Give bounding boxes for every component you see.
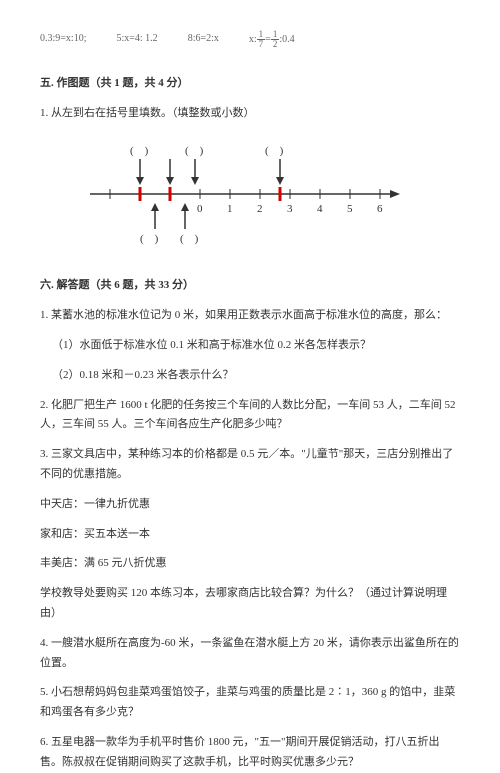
eq4: x:17=12:0.4 (249, 30, 295, 49)
svg-text:5: 5 (347, 203, 353, 215)
frac1: 17 (257, 30, 266, 49)
q3: 3. 三家文具店中，某种练习本的价格都是 0.5 元／本。"儿童节"那天，三店分… (40, 445, 460, 485)
section5-q1: 1. 从左到右在括号里填数。（填整数或小数） (40, 104, 460, 124)
eq1: 0.3:9=x:10; (40, 30, 86, 49)
eq3: 8:6=2:x (188, 30, 219, 49)
svg-text:6: 6 (377, 203, 383, 215)
numberline-diagram: ( ) ( ) ( ) 0 1 2 3 4 5 6 ( ) ( ) (70, 139, 460, 257)
q3b: 家和店：买五本送一本 (40, 525, 460, 545)
svg-text:4: 4 (317, 203, 323, 215)
q1-2: （2）0.18 米和－0.23 米各表示什么？ (52, 366, 460, 386)
section5-title: 五. 作图题（共 1 题，共 4 分） (40, 74, 460, 94)
frac1-d: 7 (257, 40, 266, 49)
q2: 2. 化肥厂把生产 1600 t 化肥的任务按三个车间的人数比分配，一车间 53… (40, 396, 460, 436)
bracket-bottom-1: ( ) (140, 233, 159, 245)
section6-title: 六. 解答题（共 6 题，共 33 分） (40, 276, 460, 296)
equation-row: 0.3:9=x:10; 5:x=4: 1.2 8:6=2:x x:17=12:0… (40, 30, 460, 49)
q3a: 中天店：一律九折优惠 (40, 495, 460, 515)
q4: 4. 一艘潜水艇所在高度为-60 米，一条鲨鱼在潜水艇上方 20 米，请你表示出… (40, 634, 460, 674)
q6: 6. 五星电器一款华为手机平时售价 1800 元，"五一"期间开展促销活动，打八… (40, 733, 460, 773)
q5: 5. 小石想帮妈妈包韭菜鸡蛋馅饺子，韭菜与鸡蛋的质量比是 2∶1，360 g 的… (40, 683, 460, 723)
bracket-top-2: ( ) (185, 145, 204, 157)
svg-text:0: 0 (197, 203, 203, 215)
svg-text:2: 2 (257, 203, 263, 215)
q1: 1. 某蓄水池的标准水位记为 0 米，如果用正数表示水面高于标准水位的高度，那么… (40, 306, 460, 326)
svg-text:1: 1 (227, 203, 233, 215)
eq4-post: :0.4 (279, 34, 294, 45)
q3d: 学校教导处要购买 120 本练习本，去哪家商店比较合算？为什么？（通过计算说明理… (40, 584, 460, 624)
bracket-top-1: ( ) (130, 145, 149, 157)
q1-1: （1）水面低于标准水位 0.1 米和高于标准水位 0.2 米各怎样表示？ (52, 336, 460, 356)
bracket-top-3: ( ) (265, 145, 284, 157)
eq4-pre: x: (249, 34, 257, 45)
q3c: 丰美店：满 65 元八折优惠 (40, 554, 460, 574)
eq2: 5:x=4: 1.2 (116, 30, 157, 49)
bracket-bottom-2: ( ) (180, 233, 199, 245)
svg-text:3: 3 (287, 203, 293, 215)
